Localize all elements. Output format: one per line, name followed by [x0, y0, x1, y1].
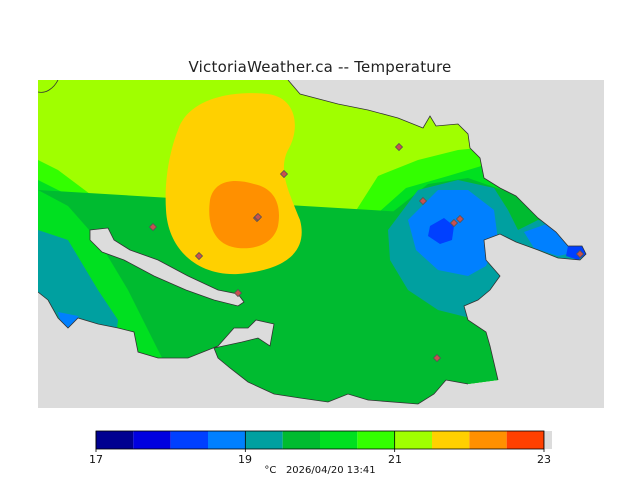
legend-color-band	[506, 431, 544, 449]
legend-color-band	[208, 431, 246, 449]
map-title: VictoriaWeather.ca -- Temperature	[188, 58, 452, 76]
legend-tick-19: 19	[238, 453, 252, 466]
contour-band	[209, 181, 279, 249]
weather-station-marker	[432, 353, 442, 363]
weather-station-marker	[194, 251, 204, 261]
weather-station-marker	[575, 249, 585, 259]
coastline	[38, 80, 587, 405]
temperature-map	[38, 80, 604, 408]
legend-tick-21: 21	[388, 453, 402, 466]
weather-station-marker	[455, 214, 465, 224]
weather-station-marker	[418, 196, 428, 206]
weather-station-marker	[279, 169, 289, 179]
footer-caption: °C 2026/04/20 13:41	[0, 465, 640, 476]
legend-color-band	[170, 431, 208, 449]
temperature-legend	[95, 430, 552, 452]
legend-end-cap	[544, 431, 552, 449]
top-left-boundary	[38, 80, 59, 93]
legend-color-band	[394, 431, 432, 449]
contour-band	[428, 218, 454, 244]
station-markers	[148, 142, 585, 363]
weather-station-marker	[233, 288, 243, 298]
weather-station-marker	[148, 222, 158, 232]
legend-color-band	[432, 431, 470, 449]
legend-color-band	[320, 431, 358, 449]
legend-color-band	[245, 431, 283, 449]
legend-color-band	[96, 431, 134, 449]
timestamp: 2026/04/20 13:41	[285, 465, 376, 476]
weather-station-marker	[394, 142, 404, 152]
legend-color-band	[357, 431, 395, 449]
unit-label: °C	[264, 465, 277, 476]
weather-station-marker	[449, 218, 459, 228]
legend-tick-23: 23	[537, 453, 551, 466]
legend-tick-17: 17	[89, 453, 103, 466]
legend-color-band	[469, 431, 507, 449]
legend-color-band	[133, 431, 171, 449]
weather-station-marker	[253, 212, 263, 222]
inlet-shoreline	[89, 227, 245, 307]
legend-color-band	[282, 431, 320, 449]
